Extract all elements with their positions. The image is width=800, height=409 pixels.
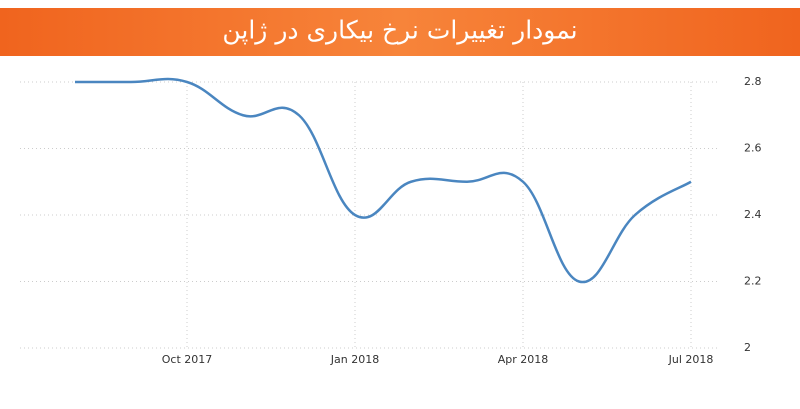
x-tick-label: Oct 2017: [162, 353, 213, 366]
chart-title: نمودار تغییرات نرخ بیکاری در ژاپن: [222, 16, 577, 46]
x-tick-label: Jul 2018: [668, 353, 714, 366]
x-tick-label: Jan 2018: [330, 353, 379, 366]
title-banner: [0, 8, 800, 56]
x-tick-label: Apr 2018: [498, 353, 549, 366]
y-tick-label: 2.2: [744, 275, 762, 288]
data-line: [75, 77, 692, 284]
y-tick-label: 2.4: [744, 208, 762, 221]
y-tick-label: 2.6: [744, 142, 762, 155]
y-tick-label: 2: [744, 341, 751, 354]
y-tick-label: 2.8: [744, 75, 762, 88]
